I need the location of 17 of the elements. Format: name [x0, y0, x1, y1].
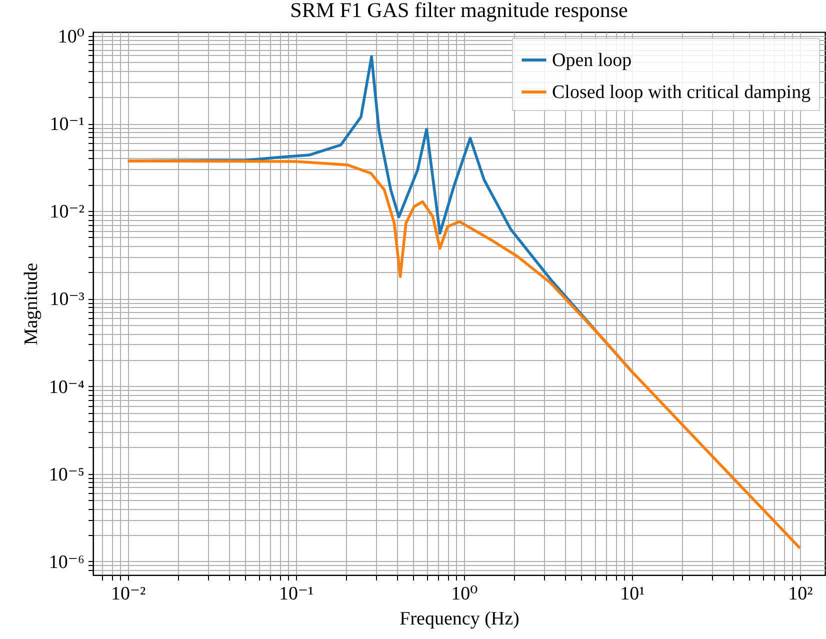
x-axis-title: Frequency (Hz): [400, 608, 520, 630]
y-tick-label: 10⁰: [58, 26, 85, 48]
y-tick-label: 10⁻³: [50, 289, 85, 310]
x-tick-label: 10⁻¹: [279, 584, 314, 604]
y-tick-label: 10⁻²: [50, 202, 85, 223]
y-tick-label: 10⁻¹: [50, 114, 85, 136]
x-tick-label: 10⁰: [451, 584, 478, 604]
y-tick-label: 10⁻⁶: [48, 552, 84, 573]
y-axis-title: Magnitude: [20, 262, 42, 346]
x-tick-label: 10¹: [620, 584, 646, 604]
y-tick-label: 10⁻⁴: [48, 376, 85, 398]
legend-label: Open loop: [552, 50, 632, 71]
chart-title: SRM F1 GAS filter magnitude response: [290, 0, 628, 22]
x-tick-label: 10²: [788, 584, 814, 604]
legend-label: Closed loop with critical damping: [552, 82, 812, 103]
y-tick-label: 10⁻⁵: [48, 464, 84, 486]
x-tick-label: 10⁻²: [111, 584, 146, 604]
